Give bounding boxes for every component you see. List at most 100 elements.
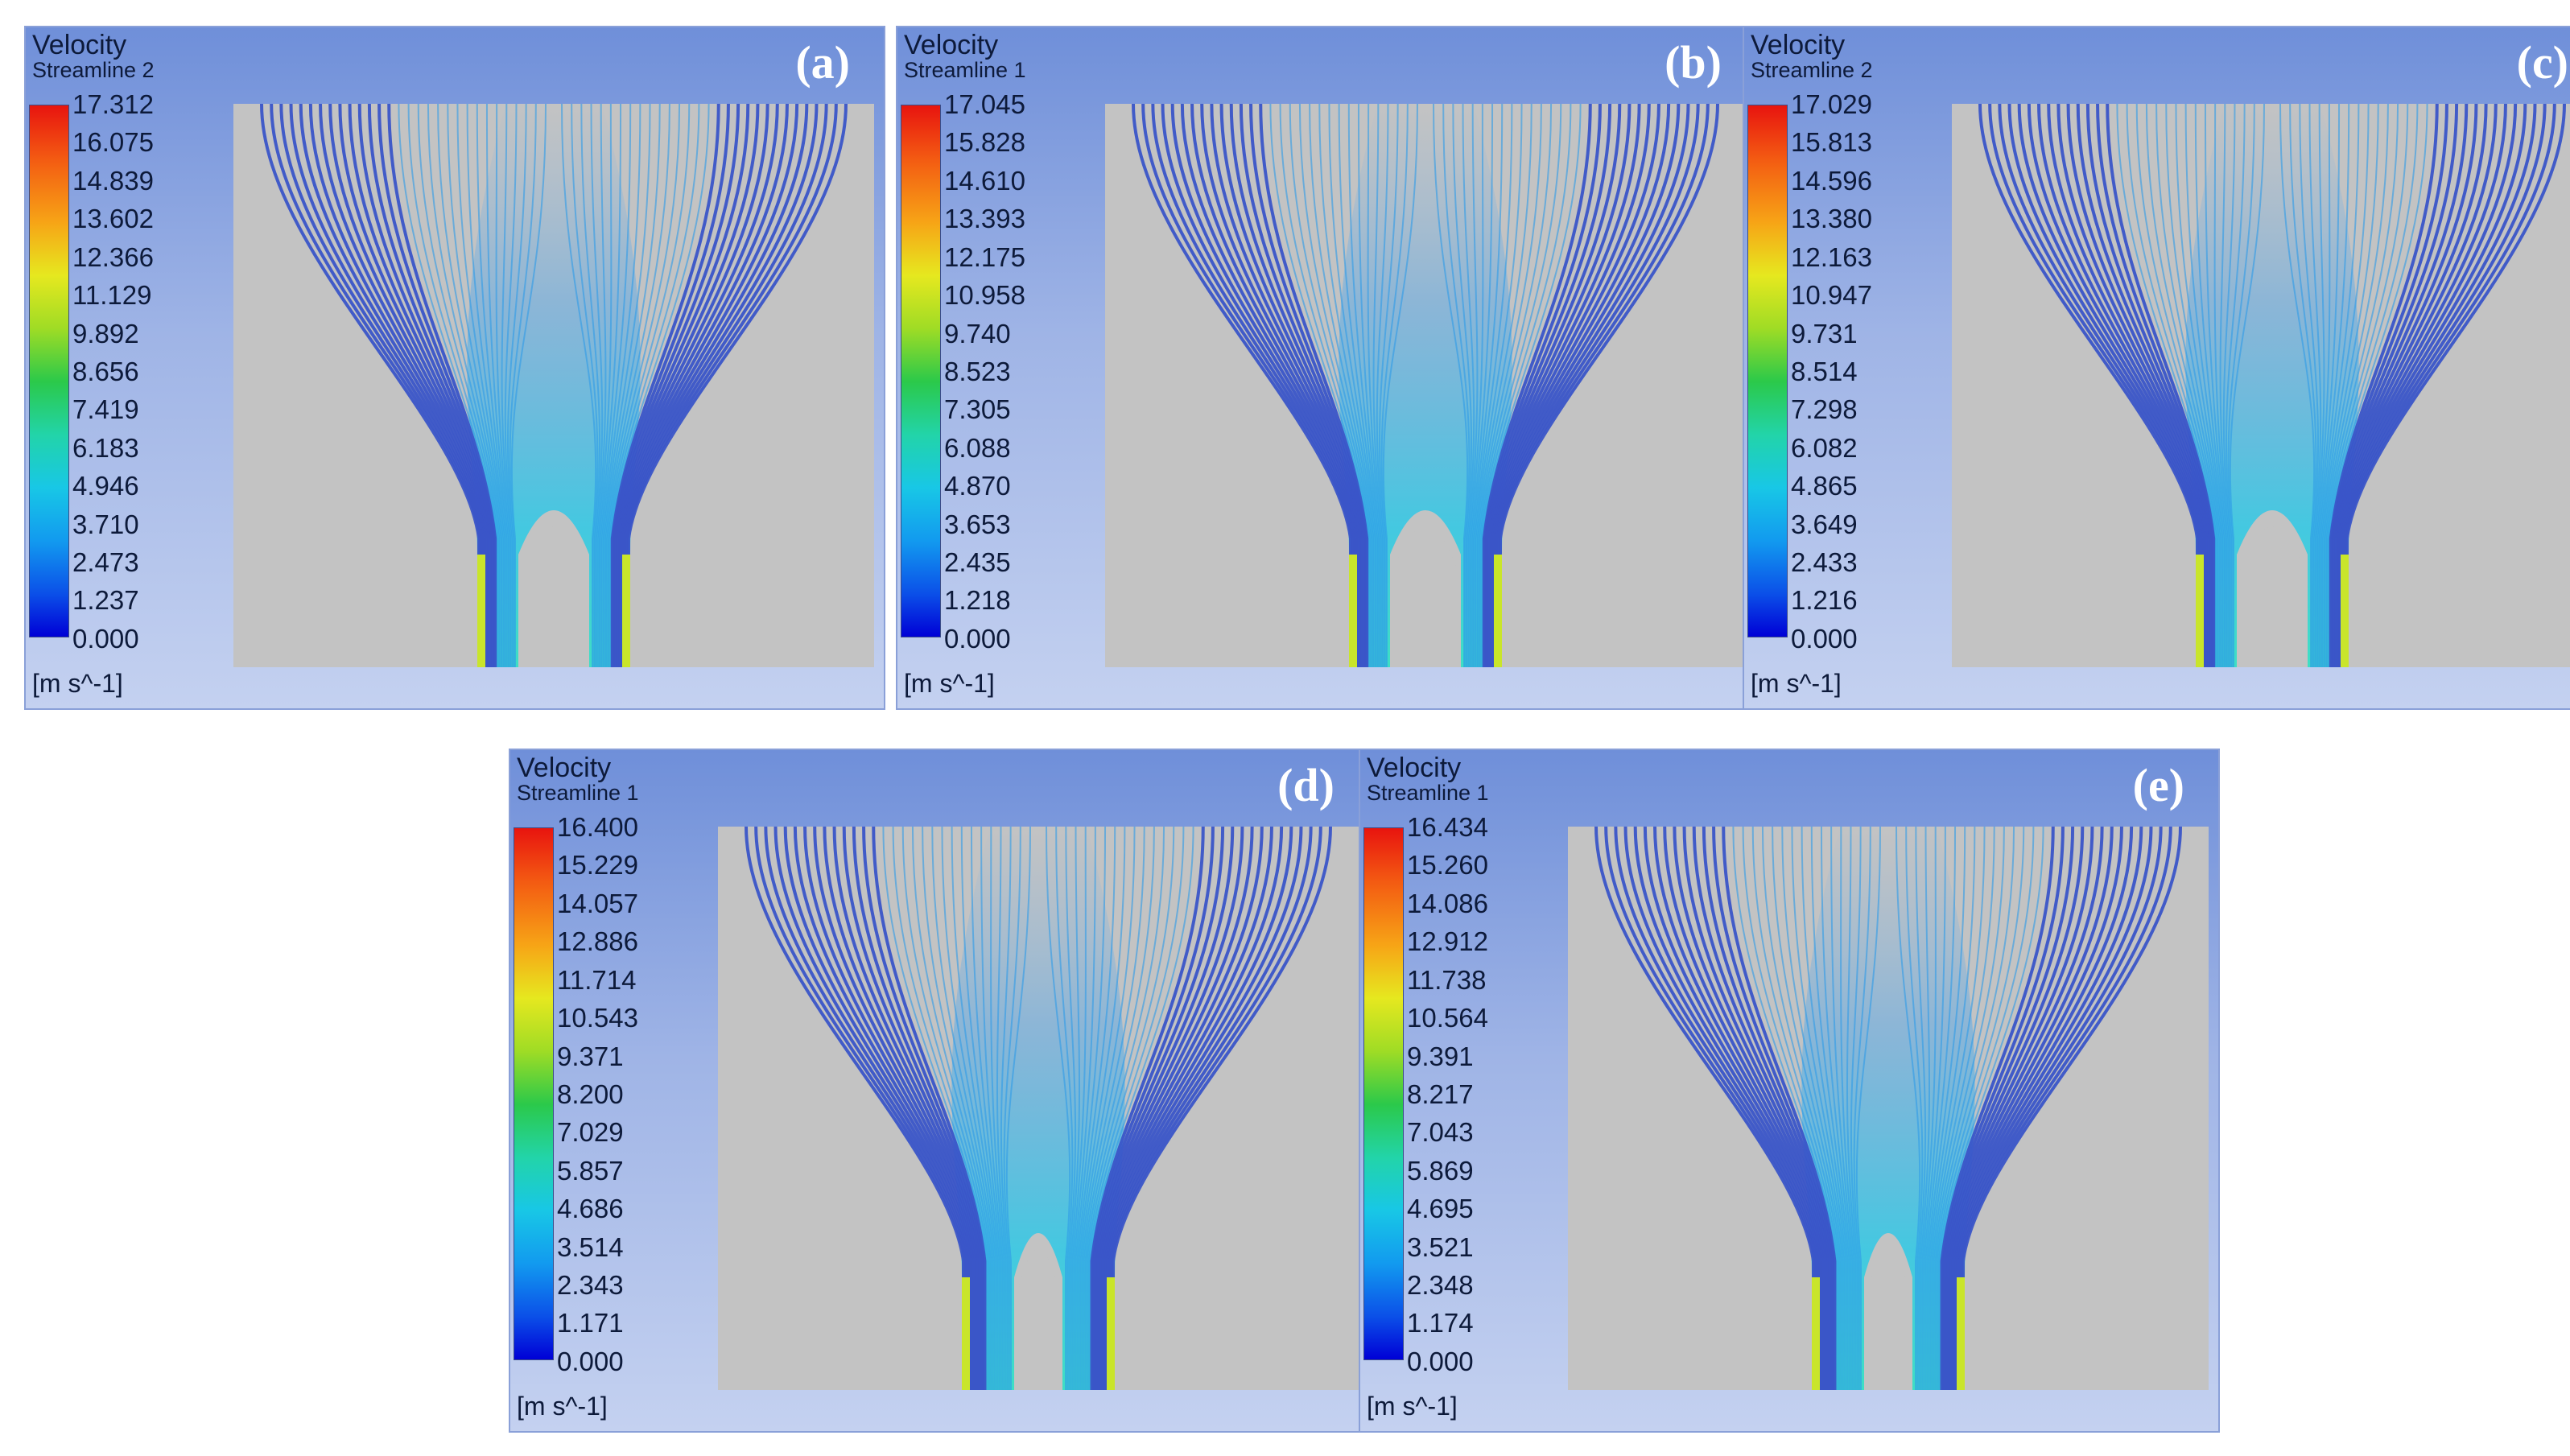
high-velocity-edge — [1957, 1277, 1965, 1390]
streamline — [1772, 827, 1844, 1390]
streamline — [1475, 104, 1533, 667]
streamline — [1347, 104, 1380, 667]
streamline — [2229, 104, 2265, 667]
legend-tick: 11.129 — [72, 280, 152, 311]
legend-tick: 2.473 — [72, 547, 139, 578]
streamline — [2344, 104, 2556, 667]
streamline — [1073, 827, 1096, 1390]
streamline — [2219, 104, 2230, 667]
streamline — [1093, 827, 1225, 1390]
legend-tick: 7.419 — [72, 394, 139, 425]
streamline — [260, 104, 481, 667]
high-velocity-edge — [1494, 555, 1502, 667]
legend-tick: 2.348 — [1407, 1270, 1474, 1301]
streamline — [601, 104, 641, 667]
streamline — [1956, 827, 2153, 1390]
streamline — [501, 104, 511, 667]
legend-tick: 2.435 — [944, 547, 1011, 578]
legend-tick: 9.731 — [1791, 318, 1858, 349]
streamline — [1722, 827, 1837, 1390]
streamline — [1372, 104, 1383, 667]
streamline — [1712, 827, 1835, 1390]
streamline — [911, 827, 992, 1390]
legend-tick: 14.057 — [557, 888, 638, 918]
panel-title: Velocity — [904, 30, 999, 60]
legend-tick: 1.237 — [72, 585, 139, 616]
color-legend-ticks: 17.029 15.813 14.596 13.380 12.163 10.94… — [1791, 90, 1928, 654]
streamline — [1933, 827, 2005, 1390]
streamline — [1853, 827, 1871, 1390]
streamline — [1075, 827, 1107, 1390]
legend-tick: 0.000 — [1791, 623, 1858, 654]
streamline — [1663, 827, 1827, 1390]
legend-tick: 3.521 — [1407, 1231, 1474, 1262]
panel-label: (c) — [2516, 36, 2568, 89]
streamline — [922, 827, 994, 1390]
streamline — [1132, 104, 1352, 667]
streamline — [606, 104, 681, 667]
streamline — [1920, 827, 1931, 1390]
velocity-panel-e: Velocity Streamline 1 (e) 16.434 15.260 … — [1359, 749, 2220, 1433]
legend-tick: 14.086 — [1407, 888, 1488, 918]
streamline — [417, 104, 500, 667]
streamline — [1477, 104, 1542, 667]
streamline — [608, 104, 700, 667]
streamline-plot — [718, 827, 1359, 1390]
streamline — [970, 827, 1002, 1390]
legend-tick: 16.400 — [557, 812, 638, 842]
high-velocity-edge — [2196, 555, 2204, 667]
streamline — [745, 827, 965, 1390]
legend-tick: 7.029 — [557, 1117, 624, 1148]
streamline — [1923, 827, 1946, 1390]
velocity-panel-a: Velocity Streamline 2 (a) 17.312 16.075 … — [24, 26, 885, 710]
streamline-plot — [1568, 827, 2209, 1390]
streamline — [1076, 827, 1116, 1390]
legend-tick: 2.343 — [557, 1270, 624, 1301]
legend-tick: 4.695 — [1407, 1194, 1474, 1224]
unit-label: [m s^-1] — [904, 669, 995, 698]
color-legend-ticks: 16.434 15.260 14.086 12.912 11.738 10.56… — [1407, 813, 1544, 1376]
velocity-panel-c: Velocity Streamline 2 (c) 17.029 15.813 … — [1743, 26, 2570, 710]
unit-label: [m s^-1] — [517, 1392, 608, 1421]
streamline — [1614, 827, 1819, 1390]
streamline — [605, 104, 670, 667]
legend-tick: 10.564 — [1407, 1003, 1488, 1033]
streamline — [2194, 104, 2226, 667]
streamline — [1643, 827, 1824, 1390]
streamline — [590, 104, 604, 667]
legend-tick: 4.865 — [1791, 471, 1858, 501]
streamline-svg — [260, 104, 848, 667]
streamline — [1469, 104, 1484, 667]
streamline — [1309, 104, 1374, 667]
streamline — [842, 827, 982, 1390]
streamline — [1924, 827, 1957, 1390]
streamline — [1478, 104, 1553, 667]
legend-tick: 8.200 — [557, 1079, 624, 1109]
streamline-name: Streamline 1 — [517, 781, 639, 805]
streamline — [1936, 827, 2025, 1390]
panel-label: (e) — [2132, 759, 2184, 811]
streamline — [1732, 827, 1838, 1390]
legend-tick: 15.828 — [944, 127, 1025, 158]
panel-title: Velocity — [32, 30, 127, 60]
streamline — [823, 827, 979, 1390]
streamline — [1452, 104, 1473, 667]
streamline — [1682, 827, 1830, 1390]
legend-tick: 16.075 — [72, 127, 154, 158]
streamline — [1471, 104, 1494, 667]
obstacle-shape — [522, 526, 586, 667]
streamline — [980, 827, 1004, 1390]
legend-tick: 6.082 — [1791, 432, 1858, 463]
streamline — [485, 104, 509, 667]
streamline — [1926, 827, 1966, 1390]
panel-title: Velocity — [1367, 753, 1462, 783]
legend-tick: 9.892 — [72, 318, 139, 349]
color-legend-ticks: 16.400 15.229 14.057 12.886 11.714 10.54… — [557, 813, 694, 1376]
streamline — [901, 827, 991, 1390]
streamline-svg — [1132, 104, 1719, 667]
streamline — [427, 104, 501, 667]
streamline — [764, 827, 969, 1390]
legend-tick: 11.738 — [1407, 964, 1487, 995]
legend-tick: 1.174 — [1407, 1308, 1474, 1338]
streamline — [1499, 104, 1719, 667]
